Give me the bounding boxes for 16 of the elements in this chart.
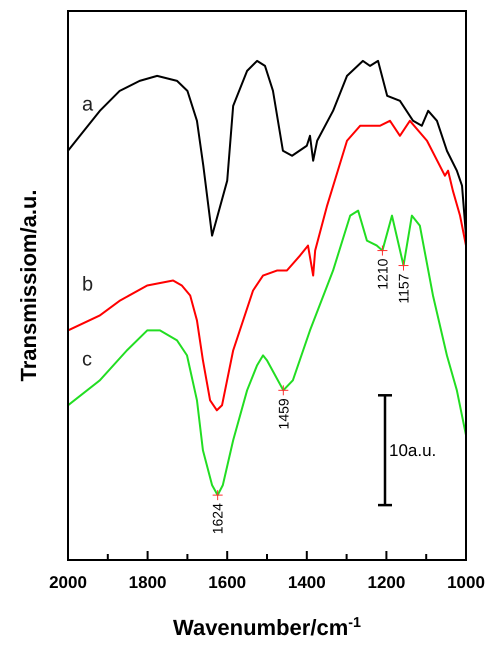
- annotation: 1157: [396, 273, 412, 304]
- annotation: 10a.u.: [389, 441, 436, 460]
- series-label: b: [82, 273, 94, 296]
- series-label: c: [82, 348, 92, 370]
- annotation: 1624: [210, 502, 226, 534]
- x-tick-label: 1600: [208, 573, 246, 592]
- x-axis-title: Wavenumber/cm$^{-1}$: [173, 615, 362, 640]
- annotation: 1459: [275, 398, 292, 430]
- x-tick-label: 1200: [367, 573, 406, 592]
- x-tick-label: 1000: [447, 573, 485, 592]
- x-tick-label: 1400: [288, 573, 326, 592]
- x-tick-label: 1800: [128, 573, 167, 592]
- x-tick-label: 2000: [49, 573, 87, 592]
- annotation: 1210: [374, 258, 390, 290]
- y-axis-title: Transmissiom/a.u.: [16, 190, 41, 382]
- series-label: a: [82, 94, 94, 116]
